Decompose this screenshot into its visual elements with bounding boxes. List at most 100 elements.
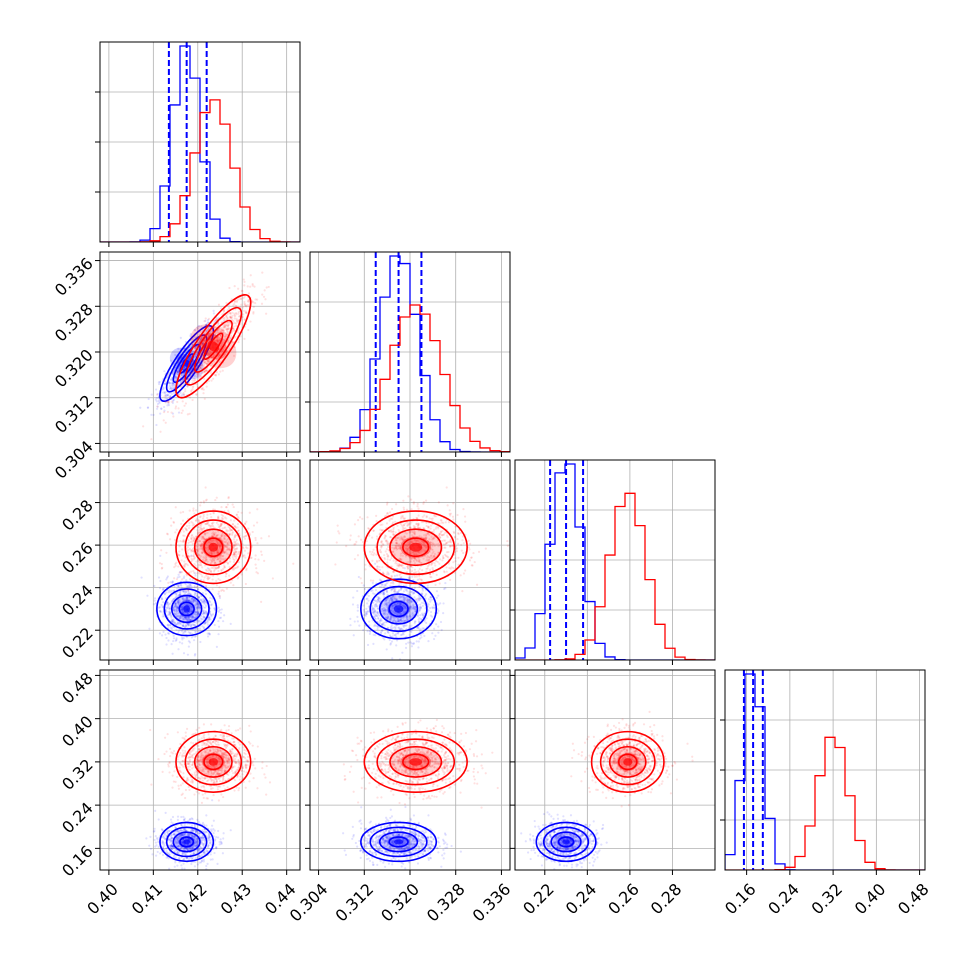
density-cells-1 (194, 529, 232, 566)
contour-line (402, 537, 430, 558)
histogram-series-0 (515, 463, 715, 660)
x-tick-label: 0.16 (721, 880, 760, 919)
contour-line (550, 831, 582, 853)
contour-line (590, 730, 665, 793)
x-tick-label: 0.26 (604, 880, 643, 919)
y-tick-label: 0.320 (51, 345, 97, 391)
x-tick-label: 0.32 (807, 880, 846, 919)
contour-line (369, 826, 428, 858)
density-cell (409, 758, 423, 766)
contour-line (376, 519, 456, 576)
histogram-series-1 (100, 99, 300, 242)
contour-line (163, 588, 210, 630)
density-cell (623, 758, 633, 766)
density-cells-0 (173, 594, 201, 624)
x-tick-label: 0.42 (172, 880, 211, 919)
density-cells-0 (551, 832, 581, 852)
contour-line (170, 594, 203, 624)
contour-line (369, 585, 428, 633)
contour-line (193, 528, 233, 567)
contour-line (159, 821, 215, 863)
contour-line (363, 730, 468, 793)
y-tick-label: 0.22 (58, 624, 97, 663)
contour-line (175, 730, 252, 793)
x-tick-label: 0.336 (469, 880, 515, 926)
contour-line (389, 528, 443, 567)
density-cell (183, 839, 191, 845)
panel-0-0 (95, 41, 301, 247)
y-tick-label: 0.32 (58, 755, 97, 794)
contour-line (193, 745, 233, 778)
contour-line (184, 519, 243, 576)
density-cells-0 (379, 832, 418, 852)
histogram-series-1 (725, 736, 925, 870)
plot-area (334, 486, 509, 660)
plot-area (145, 723, 272, 870)
contour-line (557, 836, 575, 848)
density-cells-1 (194, 746, 232, 778)
plot-area (342, 718, 499, 870)
y-tick-label: 0.26 (58, 538, 97, 577)
y-tick-label: 0.24 (58, 798, 97, 837)
contour-line (402, 753, 430, 771)
grid (310, 252, 510, 452)
grid (100, 460, 300, 660)
contour-line (203, 332, 224, 360)
y-tick-label: 0.28 (58, 496, 97, 535)
y-tick-label: 0.312 (51, 391, 97, 437)
contour-line (535, 821, 597, 863)
density-cell (208, 542, 218, 552)
x-tick-label: 0.320 (377, 880, 423, 926)
density-cell (393, 605, 404, 613)
contour-line (617, 753, 638, 771)
density-cell (183, 605, 191, 613)
density-cell (208, 758, 218, 766)
panel-frame (99, 459, 301, 661)
panel-frame (99, 41, 301, 243)
y-tick-label: 0.40 (58, 712, 97, 751)
contour-line (363, 510, 468, 585)
contour-line (179, 836, 195, 848)
panel-1-1 (305, 251, 511, 457)
x-tick-label: 0.43 (217, 880, 256, 919)
plot-area (139, 271, 270, 441)
x-tick-label: 0.40 (83, 880, 122, 919)
x-tick-label: 0.24 (764, 880, 803, 919)
contour-line (360, 578, 438, 640)
density-cells-0 (379, 594, 418, 624)
panel-frame (514, 459, 716, 661)
contour-line (360, 821, 438, 863)
histogram-series-1 (310, 304, 510, 452)
contour-line (378, 831, 419, 853)
y-tick-label: 0.328 (51, 300, 97, 346)
y-tick-label: 0.24 (58, 581, 97, 620)
panel-frame (99, 669, 301, 871)
panel-2-1 (305, 459, 511, 665)
density-cell (409, 542, 423, 552)
contour-line (175, 510, 252, 585)
panel-3-3: 0.16 0.24 0.32 0.40 0.48 (720, 669, 933, 919)
panel-frame (724, 669, 926, 871)
contour-line (159, 324, 215, 402)
contour-line (203, 537, 224, 558)
x-tick-label: 0.48 (894, 880, 933, 919)
contour-line (172, 831, 201, 853)
contour-line (175, 294, 252, 399)
contour-line (608, 745, 647, 778)
plot-area (520, 710, 694, 870)
contour-line (184, 738, 243, 786)
contour-line (165, 826, 208, 858)
x-tick-label: 0.24 (562, 880, 601, 919)
contour-line (378, 593, 419, 625)
contour-line (178, 601, 195, 617)
contour-line (389, 745, 443, 778)
density-cells-0 (173, 832, 201, 852)
panel-3-0: 0.40 0.41 0.42 0.43 0.440.160.240.320.400.48 (58, 669, 301, 919)
panel-3-1: 0.304 0.312 0.320 0.328 0.336 (286, 669, 515, 926)
contour-line (388, 836, 409, 848)
x-tick-label: 0.312 (331, 880, 377, 926)
contour-line (599, 738, 656, 786)
contour-line (193, 319, 233, 373)
panel-2-0: 0.22 0.24 0.260.28 (58, 459, 301, 665)
density-cells-1 (609, 746, 646, 778)
